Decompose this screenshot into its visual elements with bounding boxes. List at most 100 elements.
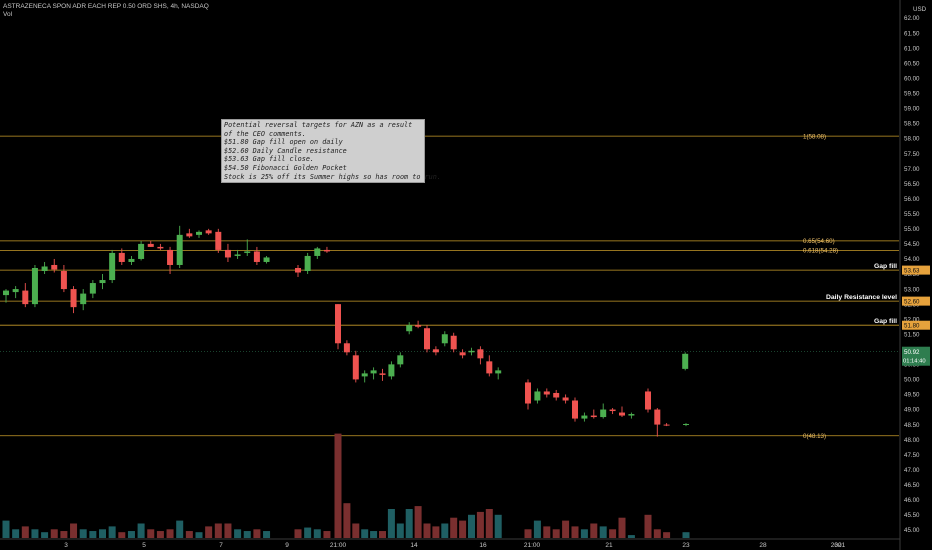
candle-body-down — [323, 249, 330, 252]
volume-bar — [12, 529, 20, 538]
price-tick-label: 57.00 — [904, 166, 920, 173]
price-tick-label: 48.50 — [904, 422, 920, 429]
price-tick-label: 50.00 — [904, 377, 920, 384]
candle-body-up — [138, 243, 145, 259]
candle-body-up — [304, 255, 311, 272]
price-unit-label: USD — [913, 6, 927, 13]
volume-bar — [234, 529, 242, 538]
candle-body-up — [244, 251, 251, 253]
volume-bar — [599, 526, 607, 538]
candle-body-down — [51, 264, 58, 270]
price-tick-label: 56.00 — [904, 196, 920, 203]
candle-body-up — [41, 266, 48, 272]
candle-body-up — [196, 231, 202, 235]
price-tick-label: 54.50 — [904, 241, 920, 248]
candle-body-down — [157, 246, 164, 249]
volume-bar — [70, 523, 78, 538]
volume-bar — [263, 531, 271, 538]
time-tick-label: 21 — [605, 542, 613, 549]
candle-body-down — [525, 382, 531, 404]
candle-body-down — [450, 335, 457, 350]
candle-body-up — [234, 254, 241, 256]
note-line: Potential reversal targets for AZN as a … — [224, 121, 413, 129]
price-tick-label: 60.50 — [904, 60, 920, 67]
volume-bar — [137, 523, 145, 538]
price-tick-label: 55.00 — [904, 226, 920, 233]
volume-bar — [31, 529, 39, 538]
volume-bar — [214, 523, 222, 538]
candle-body-down — [415, 325, 422, 327]
time-tick-label: 7 — [219, 542, 223, 549]
volume-bar — [682, 532, 690, 538]
time-tick-label: 2021 — [831, 542, 846, 549]
candle-body-up — [31, 267, 38, 305]
fib-level-label: 0.618(54.28) — [803, 248, 838, 255]
candle-body-up — [361, 373, 368, 377]
time-tick-label: 30 — [834, 542, 842, 549]
volume-bar — [562, 520, 570, 538]
level-price-tag-text: 52.60 — [904, 298, 920, 305]
price-tick-label: 58.00 — [904, 136, 920, 143]
volume-bar — [224, 523, 232, 538]
volume-bar — [552, 529, 560, 538]
level-label: Gap fill — [874, 263, 897, 270]
time-tick-label: 21:00 — [330, 542, 347, 549]
candle-body-down — [295, 267, 301, 273]
volume-bar — [127, 531, 135, 538]
price-tick-label: 59.00 — [904, 106, 920, 113]
candle-body-down — [186, 233, 193, 237]
time-tick-label: 14 — [410, 542, 418, 549]
level-label: Gap fill — [874, 318, 897, 325]
volume-bar — [618, 517, 626, 538]
candle-body-down — [224, 249, 231, 258]
volume-bar — [118, 532, 126, 538]
volume-bar — [590, 523, 598, 538]
candle-body-up — [441, 334, 448, 344]
candle-body-up — [314, 248, 321, 256]
price-tick-label: 47.50 — [904, 452, 920, 459]
volume-bar — [243, 531, 251, 538]
time-tick-label: 23 — [682, 542, 690, 549]
price-tick-label: 46.50 — [904, 482, 920, 489]
countdown-text: 01:14:40 — [903, 359, 926, 365]
volume-bar — [253, 529, 261, 538]
volume-bar — [405, 509, 413, 538]
volume-bar — [387, 509, 395, 538]
candle-body-down — [205, 230, 212, 234]
candle-body-up — [406, 325, 413, 332]
volume-bar — [609, 529, 617, 538]
time-tick-label: 21:00 — [524, 542, 541, 549]
last-price-tag-text: 50.92 — [904, 349, 920, 356]
note-line: Stock is 25% off its Summer highs so has… — [224, 172, 441, 181]
price-tick-label: 56.50 — [904, 181, 920, 188]
volume-bar — [343, 503, 351, 538]
level-label: Daily Resistance level — [826, 294, 897, 301]
candle-body-down — [343, 343, 350, 353]
candle-body-down — [553, 392, 560, 398]
level-price-tag-text: 51.80 — [904, 322, 920, 329]
last-price-tag — [902, 346, 930, 366]
price-tick-label: 55.50 — [904, 211, 920, 218]
time-tick-label: 5 — [142, 542, 146, 549]
volume-bar — [99, 529, 106, 538]
candle-body-down — [663, 424, 670, 426]
volume-label: Vol — [3, 11, 13, 18]
price-tick-label: 57.50 — [904, 151, 920, 158]
candle-body-up — [109, 252, 116, 281]
candle-body-up — [683, 423, 689, 425]
volume-bar — [108, 526, 116, 538]
candle-body-down — [486, 361, 493, 374]
candle-body-down — [424, 328, 430, 350]
fib-level-label: 0(48.13) — [803, 433, 826, 440]
price-tick-label: 52.00 — [904, 316, 920, 323]
volume-bar — [361, 529, 369, 538]
candle-body-down — [609, 409, 616, 412]
candle-body-up — [3, 290, 9, 296]
time-tick-label: 28 — [759, 542, 767, 549]
price-tick-label: 61.00 — [904, 45, 920, 52]
price-tick-label: 61.50 — [904, 30, 920, 37]
candle-body-up — [628, 414, 635, 416]
annotation-note[interactable]: Potential reversal targets for AZN as a … — [221, 119, 441, 184]
